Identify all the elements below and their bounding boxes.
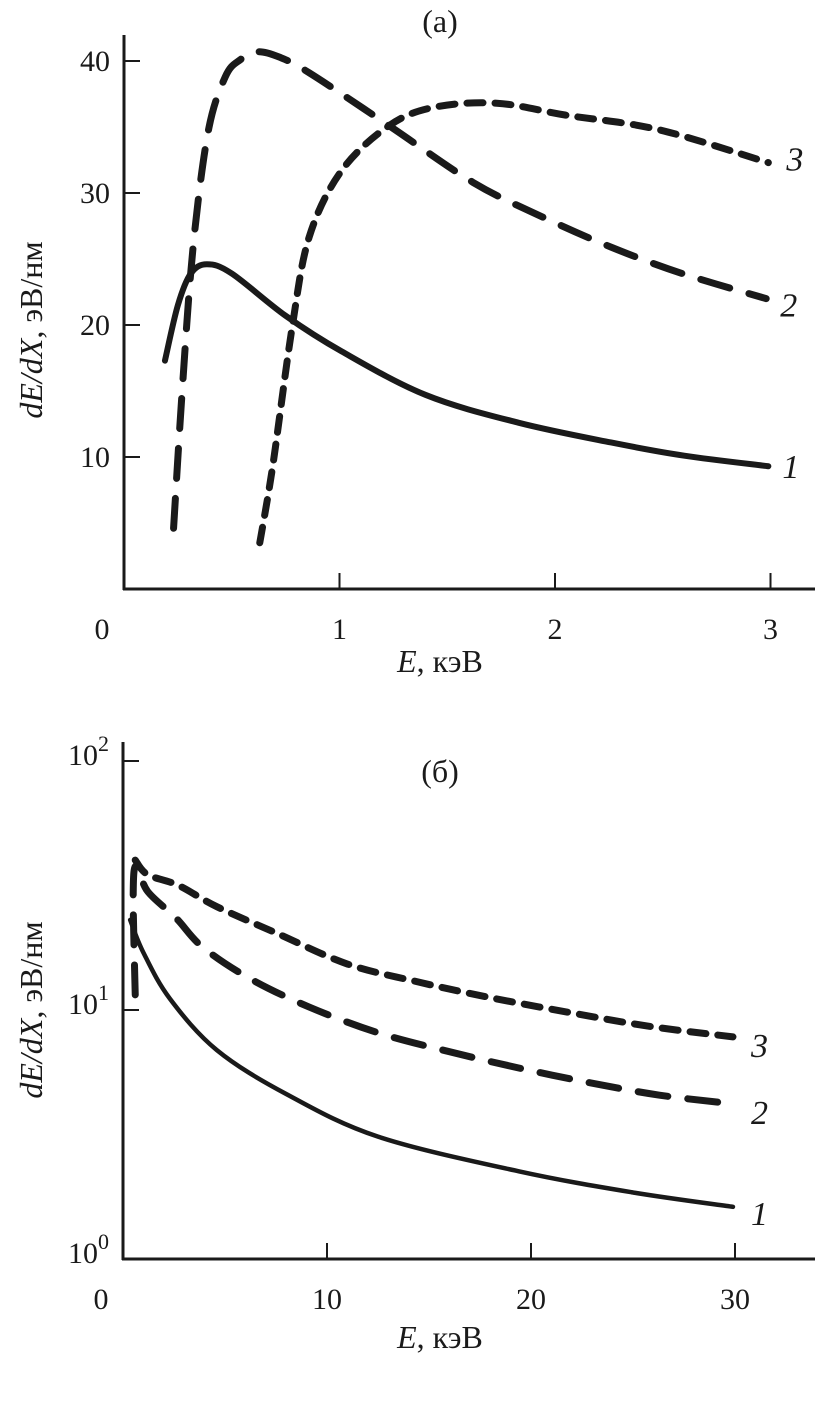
series-1-line bbox=[127, 917, 736, 1210]
tick-base: 10 bbox=[68, 988, 98, 1021]
y-tick-label: 40 bbox=[80, 45, 110, 78]
y-tick-label: 101 bbox=[68, 980, 109, 1021]
y-tick-label: 102 bbox=[68, 731, 109, 772]
x-label-var: E bbox=[396, 1319, 417, 1355]
x-label-unit: , кэВ bbox=[417, 1319, 483, 1355]
panel-a: (a) E, кэВ dE/dX, эВ/нм 0 1 2 3 10 20 30 40 1 2 3 bbox=[13, 3, 815, 679]
x-tick-label: 1 bbox=[332, 613, 347, 646]
y-label-var: dE/dX bbox=[13, 1017, 49, 1098]
y-label-unit: , эВ/нм bbox=[13, 241, 49, 338]
series-1-label: 1 bbox=[782, 449, 799, 486]
x-tick-label: 20 bbox=[516, 1283, 546, 1316]
tick-exponent: 1 bbox=[98, 980, 109, 1005]
panel-a-x-axis-label: E, кэВ bbox=[396, 643, 483, 679]
y-tick-label: 100 bbox=[68, 1229, 109, 1270]
x-tick-label: 2 bbox=[548, 613, 563, 646]
panel-a-y-axis-label: dE/dX, эВ/нм bbox=[13, 241, 49, 418]
tick-exponent: 2 bbox=[98, 731, 109, 756]
y-label-var: dE/dX bbox=[13, 337, 49, 418]
tick-base: 10 bbox=[68, 1237, 98, 1270]
x-label-var: E bbox=[396, 643, 417, 679]
series-2-label: 2 bbox=[751, 1095, 768, 1132]
series-2-line bbox=[170, 48, 770, 532]
y-tick-label: 30 bbox=[80, 177, 110, 210]
y-label-unit: , эВ/нм bbox=[13, 921, 49, 1018]
panel-b-title: (б) bbox=[421, 753, 459, 789]
tick-base: 10 bbox=[68, 739, 98, 772]
panel-b-x-axis-label: E, кэВ bbox=[396, 1319, 483, 1355]
panel-a-title: (a) bbox=[422, 3, 458, 39]
y-tick-label: 10 bbox=[80, 441, 110, 474]
x-tick-label: 0 bbox=[94, 1283, 109, 1316]
series-3-label: 3 bbox=[750, 1028, 768, 1065]
series-3-line bbox=[256, 99, 772, 547]
x-tick-label: 30 bbox=[720, 1283, 750, 1316]
series-1-line bbox=[161, 261, 772, 470]
x-tick-label: 0 bbox=[95, 613, 110, 646]
series-3-label: 3 bbox=[785, 142, 803, 179]
y-tick-label: 20 bbox=[80, 309, 110, 342]
panel-b-y-axis-label: dE/dX, эВ/нм bbox=[13, 921, 49, 1098]
x-tick-label: 10 bbox=[312, 1283, 342, 1316]
tick-exponent: 0 bbox=[98, 1229, 109, 1254]
series-3-line bbox=[131, 856, 737, 1041]
x-label-unit: , кэВ bbox=[417, 643, 483, 679]
series-1-label: 1 bbox=[751, 1196, 768, 1233]
panel-b: (б) E, кэВ dE/dX, эВ/нм 0 10 20 30100101102… bbox=[13, 731, 815, 1355]
x-tick-label: 3 bbox=[763, 613, 778, 646]
series-2-label: 2 bbox=[780, 288, 797, 325]
